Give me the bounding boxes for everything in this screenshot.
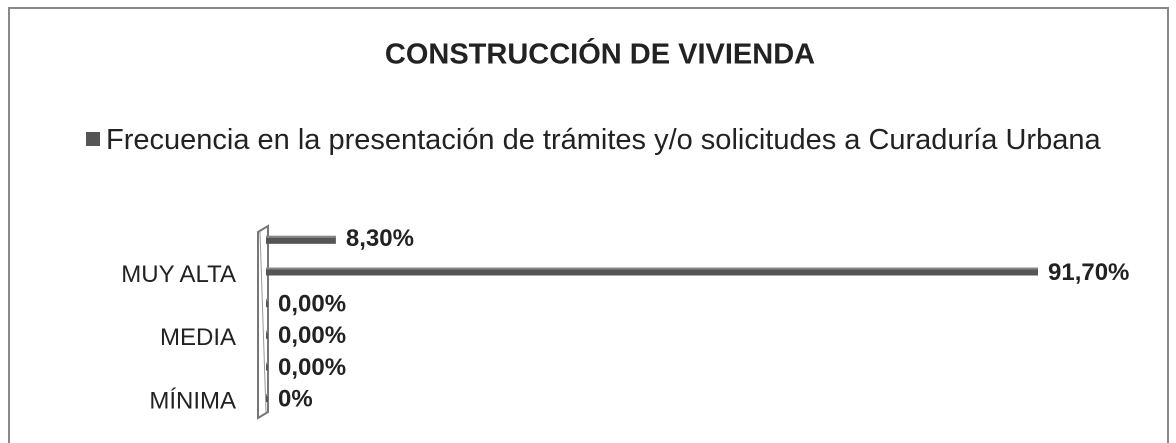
data-label: 0% [278,386,313,413]
y-tick-label: MEDIA [160,324,236,351]
legend-label: Frecuencia en la presentación de trámite… [106,124,1101,156]
bar [266,267,1038,276]
bar-highlight [266,330,268,333]
y-tick-label: MÍNIMA [149,388,236,415]
bar-highlight [266,394,268,397]
bar [266,362,268,371]
data-label: 0,00% [278,291,346,318]
bar-highlight [266,299,268,302]
bar [266,235,336,244]
data-label: 91,70% [1048,259,1129,286]
data-label: 8,30% [346,225,414,252]
chart-title: CONSTRUCCIÓN DE VIVIENDA [385,37,815,71]
bar [266,330,268,339]
chart-frame [8,7,1169,443]
bar-highlight [266,362,268,365]
legend: Frecuencia en la presentación de trámite… [86,122,1126,158]
legend-swatch [86,132,100,146]
data-label: 0,00% [278,322,346,349]
bar [266,394,268,403]
y-tick-label: MUY ALTA [121,261,236,288]
data-label: 0,00% [278,354,346,381]
bar-highlight [266,235,336,238]
bar [266,299,268,308]
axis-wall-hatch [259,231,267,413]
bar-highlight [266,267,1038,270]
